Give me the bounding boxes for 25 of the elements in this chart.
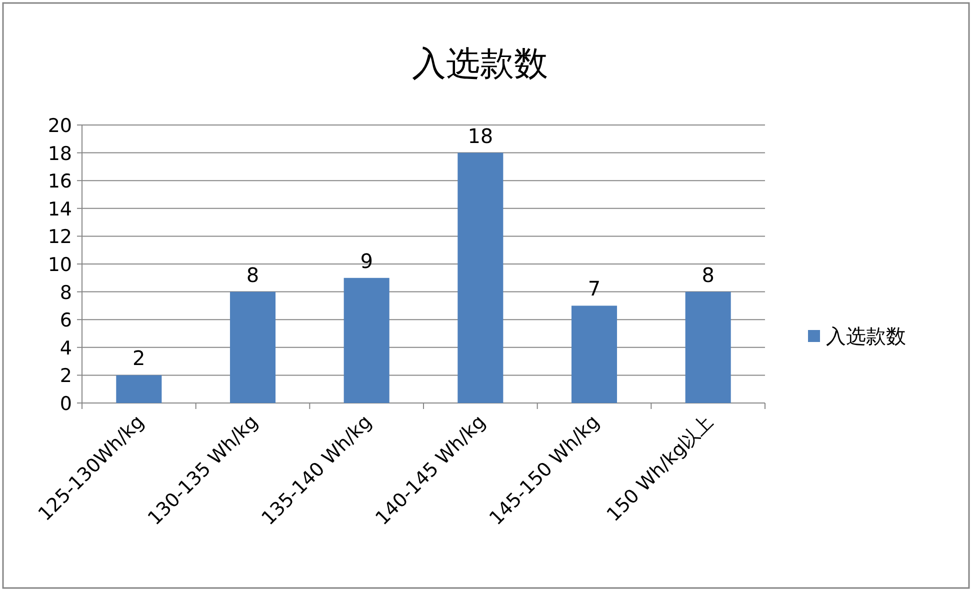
y-tick-label: 4	[60, 337, 72, 360]
y-tick-label: 8	[60, 282, 72, 304]
bar	[458, 152, 504, 403]
data-label: 8	[702, 262, 714, 287]
y-tick-label: 20	[48, 115, 72, 137]
y-tick-label: 12	[48, 226, 72, 248]
data-label: 18	[468, 124, 494, 148]
y-tick-label: 2	[60, 365, 72, 388]
y-tick-label: 10	[48, 254, 72, 276]
y-tick-label: 6	[60, 310, 72, 332]
y-tick-label: 0	[60, 393, 72, 415]
bar	[116, 375, 162, 403]
y-tick-label: 18	[48, 142, 72, 165]
y-tick-label: 16	[48, 170, 72, 193]
bar	[344, 278, 390, 403]
legend-label: 入选款数	[826, 324, 906, 348]
data-label: 8	[246, 262, 260, 287]
bar	[571, 306, 618, 403]
bar	[230, 292, 276, 403]
bar	[685, 292, 731, 403]
chart-title: 入选款数	[412, 44, 548, 84]
data-label: 2	[132, 346, 146, 370]
data-label: 9	[360, 248, 373, 273]
data-label: 7	[588, 276, 601, 301]
y-tick-label: 14	[48, 198, 72, 220]
